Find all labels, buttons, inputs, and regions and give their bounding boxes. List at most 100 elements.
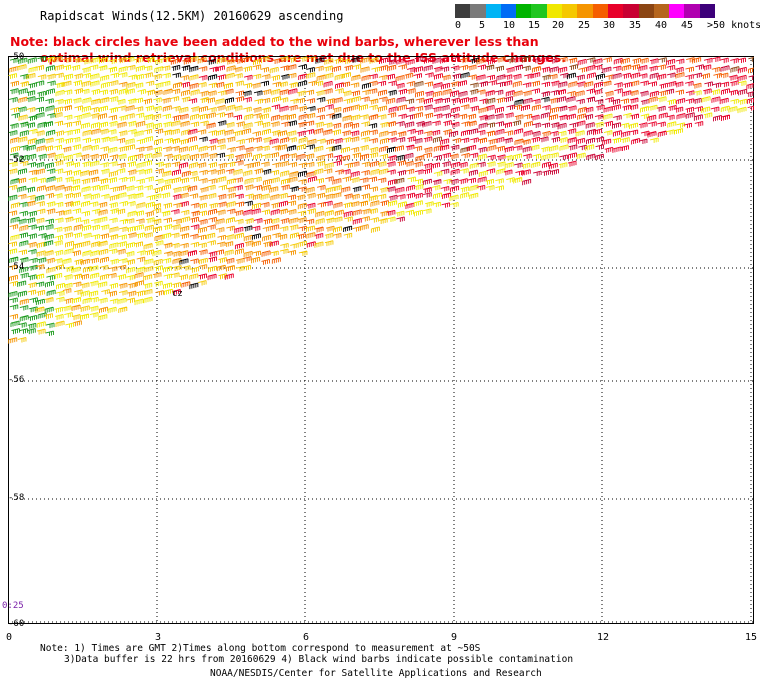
wind-barb	[254, 120, 263, 126]
wind-barb	[316, 154, 325, 161]
wind-barb	[747, 105, 754, 111]
wind-barb	[253, 176, 262, 183]
wind-barb	[405, 59, 415, 66]
wind-barb	[414, 192, 423, 199]
wind-barb	[630, 113, 639, 120]
wind-barb	[332, 232, 342, 239]
wind-barb	[118, 145, 128, 152]
wind-barb	[287, 113, 296, 121]
wind-barb	[693, 97, 702, 104]
wind-barb	[71, 136, 81, 143]
wind-barb	[243, 152, 252, 159]
wind-barb	[396, 96, 406, 104]
wind-barb	[180, 209, 190, 216]
wind-barb	[503, 74, 513, 80]
wind-barb	[152, 249, 162, 257]
wind-barb	[19, 305, 29, 311]
wind-barb	[704, 81, 713, 87]
wind-barb	[270, 193, 280, 201]
wind-barb	[235, 145, 245, 151]
wind-barb	[496, 161, 506, 168]
wind-barb	[197, 82, 207, 88]
wind-barb	[234, 160, 244, 166]
wind-barb	[89, 201, 99, 207]
wind-barb	[305, 218, 315, 225]
wind-barb	[99, 121, 108, 129]
wind-barb	[206, 184, 216, 191]
wind-barb	[603, 130, 613, 136]
wind-barb	[226, 178, 236, 185]
wind-barb	[64, 216, 74, 223]
wind-barb	[45, 280, 54, 288]
wind-barb	[334, 209, 344, 217]
wind-barb	[100, 74, 110, 82]
wind-barb	[504, 130, 514, 136]
wind-barb	[217, 144, 226, 150]
wind-barb	[631, 138, 641, 145]
wind-barb	[63, 225, 72, 232]
wind-barb	[181, 129, 191, 136]
wind-barb	[379, 153, 389, 160]
wind-barb	[53, 56, 63, 63]
wind-barb	[161, 210, 171, 217]
wind-barb	[631, 72, 641, 79]
wind-barb	[387, 58, 397, 65]
wind-barb	[352, 209, 362, 216]
wind-barb	[118, 282, 128, 289]
wind-barb	[388, 194, 398, 201]
wind-barb	[8, 248, 18, 255]
wind-barb	[297, 121, 307, 128]
wind-barb	[252, 130, 261, 137]
wind-barb	[162, 184, 171, 191]
wind-barb	[144, 232, 153, 239]
wind-barb	[524, 73, 533, 79]
wind-barb	[351, 104, 360, 111]
wind-barb	[359, 177, 369, 183]
wind-barb	[172, 154, 181, 161]
wind-barb	[236, 138, 245, 145]
wind-barb	[738, 88, 748, 96]
wind-barb	[135, 146, 145, 153]
wind-barb	[208, 250, 218, 257]
wind-barb	[136, 161, 146, 169]
wind-barb	[288, 161, 298, 168]
wind-barb	[73, 80, 82, 87]
wind-barb	[315, 218, 325, 225]
wind-barb	[99, 184, 109, 191]
wind-barb	[253, 218, 263, 224]
wind-barb	[397, 201, 407, 208]
wind-barb	[332, 122, 342, 129]
wind-barb	[73, 114, 83, 121]
wind-barb	[153, 97, 162, 103]
wind-barb	[648, 96, 658, 103]
wind-barb	[495, 65, 504, 72]
wind-barb	[99, 178, 109, 184]
wind-barb	[172, 105, 181, 112]
wind-barb	[350, 177, 360, 184]
wind-barb	[54, 160, 64, 167]
wind-barb	[306, 67, 315, 73]
wind-barb	[72, 281, 82, 287]
wind-barb	[270, 152, 280, 159]
wind-barb	[80, 290, 90, 297]
wind-barb	[242, 56, 252, 63]
wind-barb	[512, 153, 522, 160]
wind-barb	[586, 88, 595, 94]
wind-barb	[170, 128, 180, 136]
wind-barb	[468, 169, 478, 177]
wind-barb	[468, 74, 477, 80]
wind-barb	[71, 200, 81, 208]
wind-barb	[514, 162, 523, 168]
wind-barb	[145, 105, 155, 112]
wind-barb	[290, 186, 299, 192]
wind-barb	[460, 104, 470, 110]
wind-barb	[504, 137, 513, 144]
wind-barb	[71, 185, 81, 192]
wind-barb	[208, 178, 217, 184]
wind-barb	[377, 114, 387, 120]
wind-barb	[146, 217, 155, 224]
wind-barb	[62, 305, 72, 312]
wind-barb	[134, 185, 144, 191]
wind-barb	[234, 154, 244, 161]
wind-barb	[63, 89, 73, 95]
